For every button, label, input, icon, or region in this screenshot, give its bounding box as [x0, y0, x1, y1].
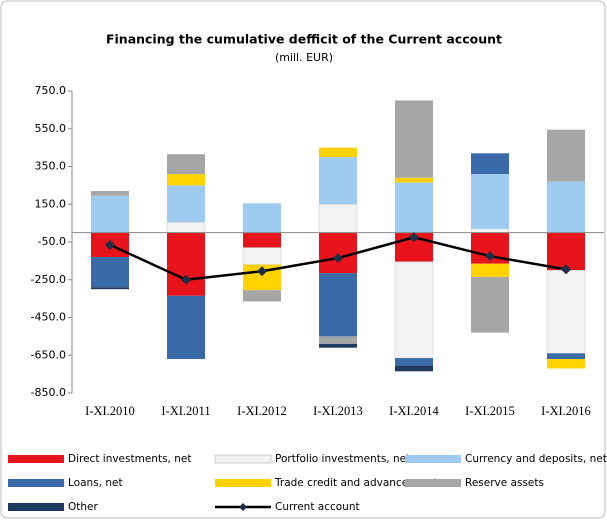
line-marker: [485, 251, 495, 262]
bar-segment: [395, 177, 433, 183]
bar-segment: [546, 270, 586, 354]
y-tick-label: 150.0: [35, 197, 67, 210]
bar-segment: [167, 154, 205, 175]
bar-segment: [243, 232, 281, 248]
bar-segment: [319, 336, 357, 344]
legend-label: Trade credit and advances, net: [274, 477, 438, 489]
bar-segment: [91, 287, 129, 290]
bar-segment: [471, 153, 509, 175]
y-tick-label: -850.0: [31, 386, 66, 399]
legend-label: Currency and deposits, net: [465, 453, 607, 465]
legend-marker: [239, 503, 247, 511]
x-tick-label: I-XI.2015: [465, 404, 515, 418]
bar-segment: [547, 181, 585, 233]
x-tick-label: I-XI.2013: [313, 404, 363, 418]
legend-label: Direct investments, net: [68, 453, 191, 465]
bar-segment: [395, 182, 433, 233]
legend-label: Current account: [275, 501, 360, 513]
x-tick-label: I-XI.2010: [85, 404, 135, 418]
y-tick-label: -650.0: [31, 348, 66, 361]
line-marker: [181, 274, 191, 285]
bar-segment: [91, 191, 129, 196]
y-tick-label: 750.0: [35, 84, 67, 97]
chart-title: Financing the cumulative defficit of the…: [106, 32, 502, 47]
bar-segment: [167, 174, 205, 186]
bar-segment: [395, 100, 433, 178]
line-marker: [105, 239, 115, 250]
bar-segment: [471, 174, 509, 229]
legend-label: Loans, net: [68, 477, 123, 489]
bar-segment: [547, 129, 585, 182]
y-tick-label: -50.0: [38, 235, 66, 248]
bar-segment: [394, 261, 434, 359]
bar-segment: [243, 290, 281, 302]
bar-segment: [91, 257, 129, 288]
legend-swatch: [214, 454, 272, 464]
bar-segment: [547, 353, 585, 360]
y-tick-label: -450.0: [31, 311, 66, 324]
bar-segment: [470, 228, 510, 233]
legend-swatch: [8, 455, 64, 463]
bar-segment: [547, 232, 585, 271]
bar-segment: [166, 221, 206, 233]
bar-segment: [319, 147, 357, 158]
line-marker: [561, 264, 571, 275]
bar-segment: [319, 343, 357, 348]
legend-swatch: [405, 479, 461, 487]
legend-swatch: [215, 479, 271, 487]
bar-segment: [242, 247, 282, 265]
bar-segment: [167, 295, 205, 360]
x-tick-label: I-XI.2011: [161, 404, 210, 418]
x-tick-label: I-XI.2016: [541, 404, 591, 418]
legend-swatch: [8, 479, 64, 487]
bar-segment: [319, 273, 357, 337]
bar-segment: [91, 195, 129, 233]
legend-swatch: [405, 455, 461, 463]
bar-segment: [167, 232, 205, 296]
bar-segment: [547, 359, 585, 369]
bar-segment: [471, 263, 509, 277]
legend-label: Portfolio investments, net: [275, 453, 410, 465]
bar-segment: [318, 203, 358, 233]
bar-segment: [167, 185, 205, 223]
bar-segment: [243, 203, 281, 233]
line-marker: [257, 266, 267, 277]
x-tick-label: I-XI.2012: [237, 404, 287, 418]
bar-segment: [319, 157, 357, 205]
y-tick-label: 550.0: [35, 122, 67, 135]
x-tick-label: I-XI.2014: [389, 404, 439, 418]
legend-label: Other: [68, 501, 98, 513]
chart-subtitle: (mill. EUR): [275, 51, 333, 64]
legend-swatch: [8, 503, 64, 511]
line-marker: [409, 232, 419, 243]
bar-segment: [395, 358, 433, 366]
legend-label: Reserve assets: [465, 477, 544, 489]
y-tick-label: -250.0: [31, 273, 66, 286]
bar-segment: [319, 232, 357, 274]
line-marker: [333, 253, 343, 264]
bar-segment: [395, 365, 433, 372]
y-tick-label: 350.0: [35, 160, 67, 173]
bar-segment: [471, 276, 509, 333]
